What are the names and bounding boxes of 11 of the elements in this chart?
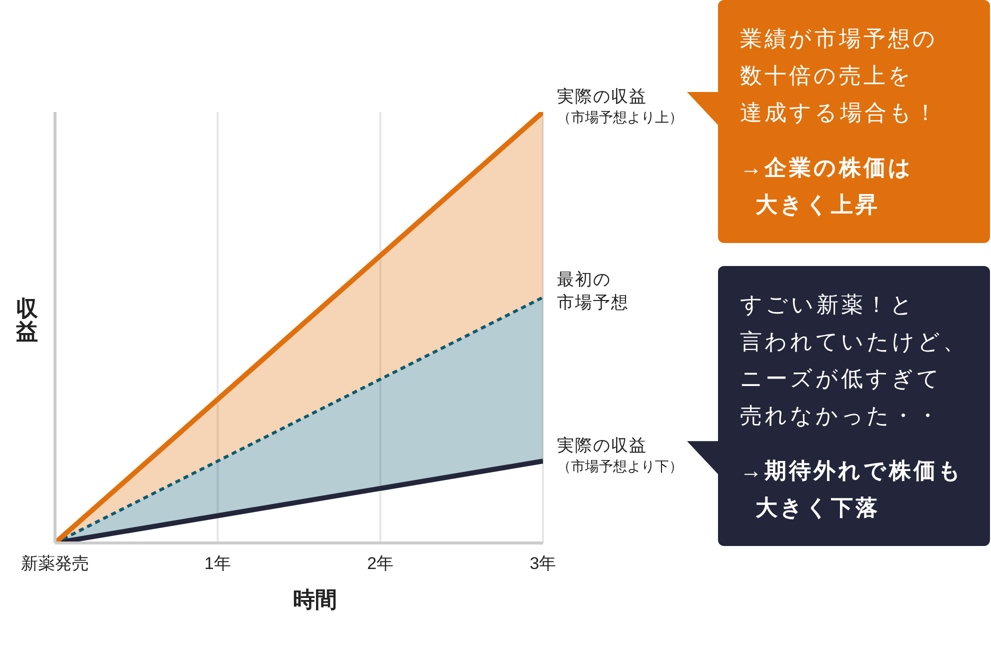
x-tick-label: 1年	[204, 554, 231, 574]
series-label: 実際の収益	[557, 435, 648, 458]
annotation: （市場予想より下）	[557, 457, 683, 476]
x-tick-label: 2年	[367, 554, 394, 574]
series-label: 実際の収益	[557, 86, 648, 108]
annotation: （市場予想より上）	[557, 108, 683, 127]
x-axis-title: 時間	[293, 586, 337, 614]
x-tick-label: 新薬発売	[21, 554, 89, 574]
x-tick-label: 3年	[530, 554, 556, 574]
series-label: 最初の市場予想	[557, 269, 630, 314]
y-axis-title: 収益	[16, 295, 38, 344]
